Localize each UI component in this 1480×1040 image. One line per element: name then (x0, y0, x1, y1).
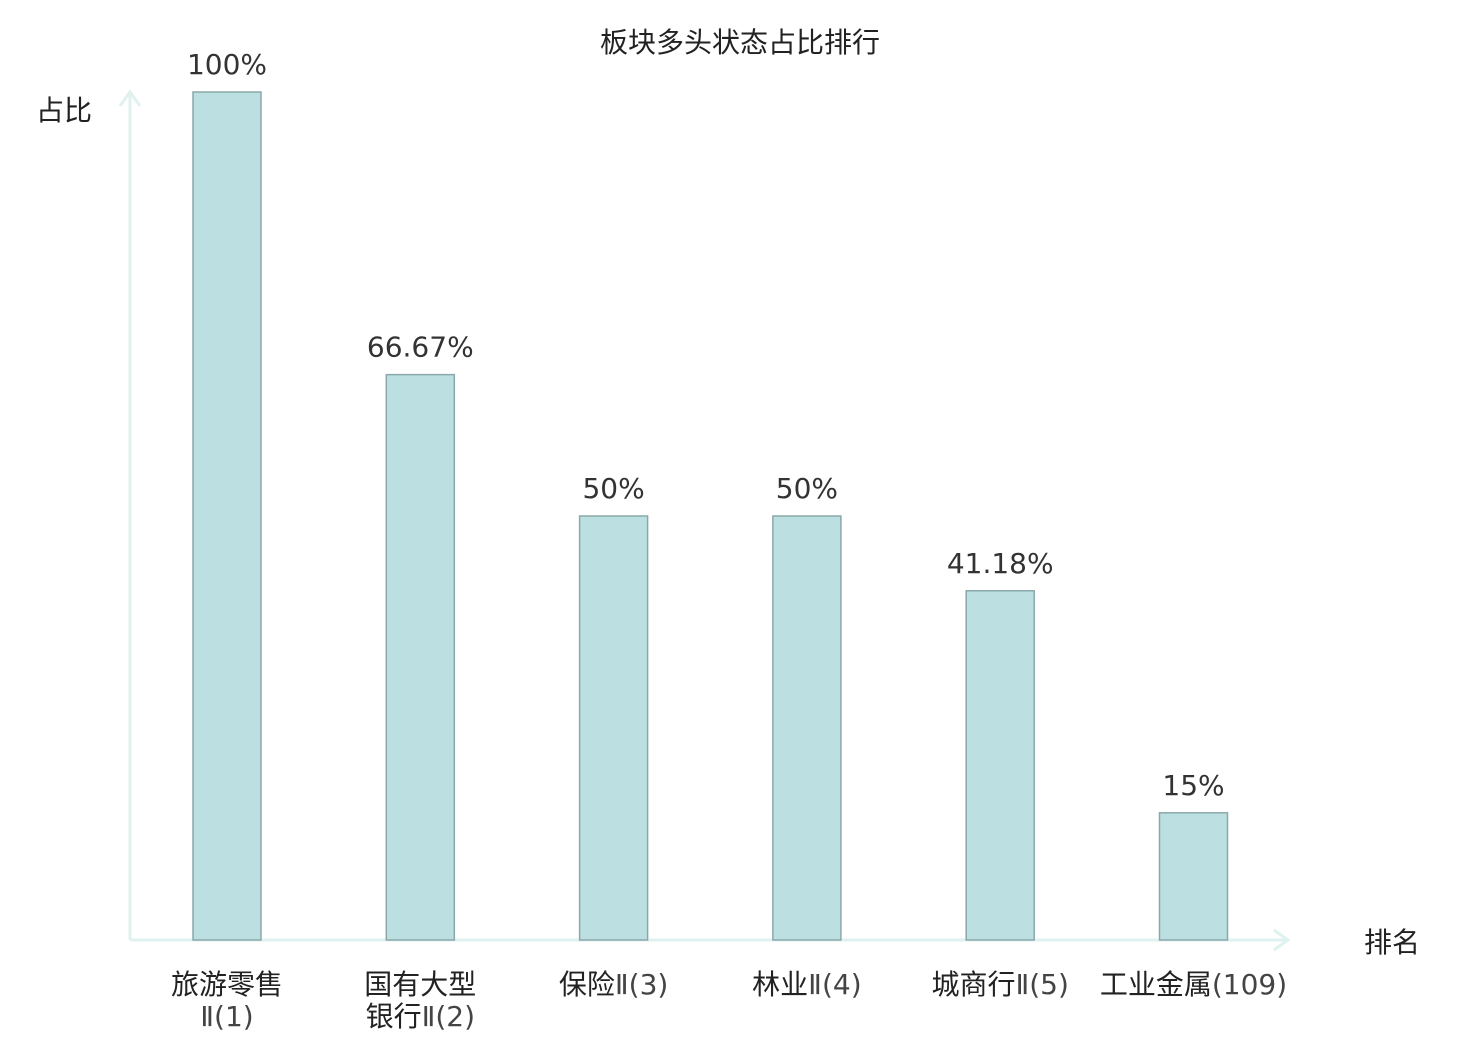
category-rank: Ⅱ(2) (422, 1000, 475, 1033)
category-name: 林业 (752, 968, 808, 1001)
category-rank: Ⅱ(5) (1015, 968, 1068, 1001)
x-axis-label: 排名 (1364, 926, 1420, 959)
bar-value-label-1: 100% (187, 48, 267, 81)
category-name: 城商行 (931, 968, 1015, 1001)
y-axis-label: 占比 (36, 94, 92, 127)
category-label-1-line-2: Ⅱ(1) (200, 1000, 253, 1033)
category-name: 旅游零售 (171, 968, 283, 1001)
category-name: 工业金属 (1100, 968, 1212, 1001)
category-name: 银行 (366, 1000, 422, 1033)
bar-value-label-6: 15% (1162, 769, 1224, 802)
category-label-6-line-1: 工业金属(109) (1100, 968, 1287, 1001)
category-rank: Ⅱ(4) (808, 968, 861, 1001)
bar-1 (192, 91, 262, 941)
bar-6 (1158, 812, 1229, 941)
category-label-3-line-1: 保险Ⅱ(3) (559, 968, 668, 1001)
bar-value-label-5: 41.18% (947, 547, 1054, 580)
category-name: 国有大型 (364, 968, 476, 1001)
category-label-2-line-1: 国有大型 (364, 968, 476, 1001)
bar-value-label-4: 50% (776, 472, 838, 505)
category-rank: Ⅱ(3) (615, 968, 668, 1001)
bar-value-label-2: 66.67% (367, 331, 474, 364)
y-axis-arrow-icon (118, 89, 142, 107)
category-name: 保险 (559, 968, 615, 1001)
bar-2 (385, 373, 456, 941)
category-label-5-line-1: 城商行Ⅱ(5) (931, 968, 1068, 1001)
bar-4 (772, 515, 842, 941)
category-label-2-line-2: 银行Ⅱ(2) (366, 1000, 475, 1033)
chart-title: 板块多头状态占比排行 (600, 26, 880, 59)
bar-5 (965, 590, 1035, 941)
category-rank: (109) (1212, 968, 1287, 1001)
bar-value-label-3: 50% (582, 472, 644, 505)
category-label-1-line-1: 旅游零售 (171, 968, 283, 1001)
bar-3 (578, 515, 649, 941)
category-rank: Ⅱ(1) (200, 1000, 253, 1033)
category-label-4-line-1: 林业Ⅱ(4) (752, 968, 861, 1001)
axes (118, 89, 1291, 952)
x-axis-arrow-icon (1273, 928, 1291, 952)
bar-labels-group: 100% 66.67% 50% 50% 41.18% 15% (187, 48, 1225, 802)
bars-group (192, 91, 1229, 941)
